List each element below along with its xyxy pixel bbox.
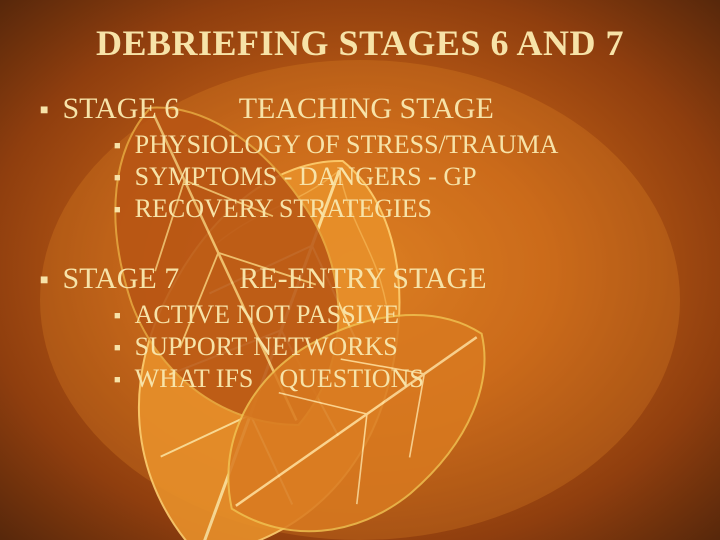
- slide-content: DEBRIEFING STAGES 6 AND 7 ■ STAGE 6 TEAC…: [0, 0, 720, 394]
- stage6-heading: ■ STAGE 6 TEACHING STAGE: [40, 92, 684, 126]
- stage7-item: ■ SUPPORT NETWORKS: [114, 332, 684, 362]
- stage6-item-text: RECOVERY STRATEGIES: [135, 194, 432, 224]
- stage6-item: ■ PHYSIOLOGY OF STRESS/TRAUMA: [114, 130, 684, 160]
- stage6-item-text: PHYSIOLOGY OF STRESS/TRAUMA: [135, 130, 559, 160]
- stage6-heading-text: STAGE 6 TEACHING STAGE: [62, 92, 493, 126]
- bullet-icon: ■: [40, 273, 48, 289]
- stage7-item-text: ACTIVE NOT PASSIVE: [135, 300, 399, 330]
- bullet-icon: ■: [40, 103, 48, 119]
- stage7-heading: ■ STAGE 7 RE-ENTRY STAGE: [40, 262, 684, 296]
- stage7-item: ■ ACTIVE NOT PASSIVE: [114, 300, 684, 330]
- stage6-item-text: SYMPTOMS - DANGERS - GP: [135, 162, 477, 192]
- stage6-item: ■ SYMPTOMS - DANGERS - GP: [114, 162, 684, 192]
- stage7-item-text: SUPPORT NETWORKS: [135, 332, 398, 362]
- bullet-icon: ■: [114, 374, 121, 386]
- slide: DEBRIEFING STAGES 6 AND 7 ■ STAGE 6 TEAC…: [0, 0, 720, 540]
- stage6-item: ■ RECOVERY STRATEGIES: [114, 194, 684, 224]
- bullet-icon: ■: [114, 310, 121, 322]
- stage7-item-text: WHAT IFS QUESTIONS: [135, 364, 424, 394]
- stage7-heading-text: STAGE 7 RE-ENTRY STAGE: [62, 262, 486, 296]
- bullet-icon: ■: [114, 172, 121, 184]
- stage7-item: ■ WHAT IFS QUESTIONS: [114, 364, 684, 394]
- bullet-icon: ■: [114, 342, 121, 354]
- bullet-icon: ■: [114, 204, 121, 216]
- bullet-icon: ■: [114, 140, 121, 152]
- slide-title: DEBRIEFING STAGES 6 AND 7: [36, 22, 684, 64]
